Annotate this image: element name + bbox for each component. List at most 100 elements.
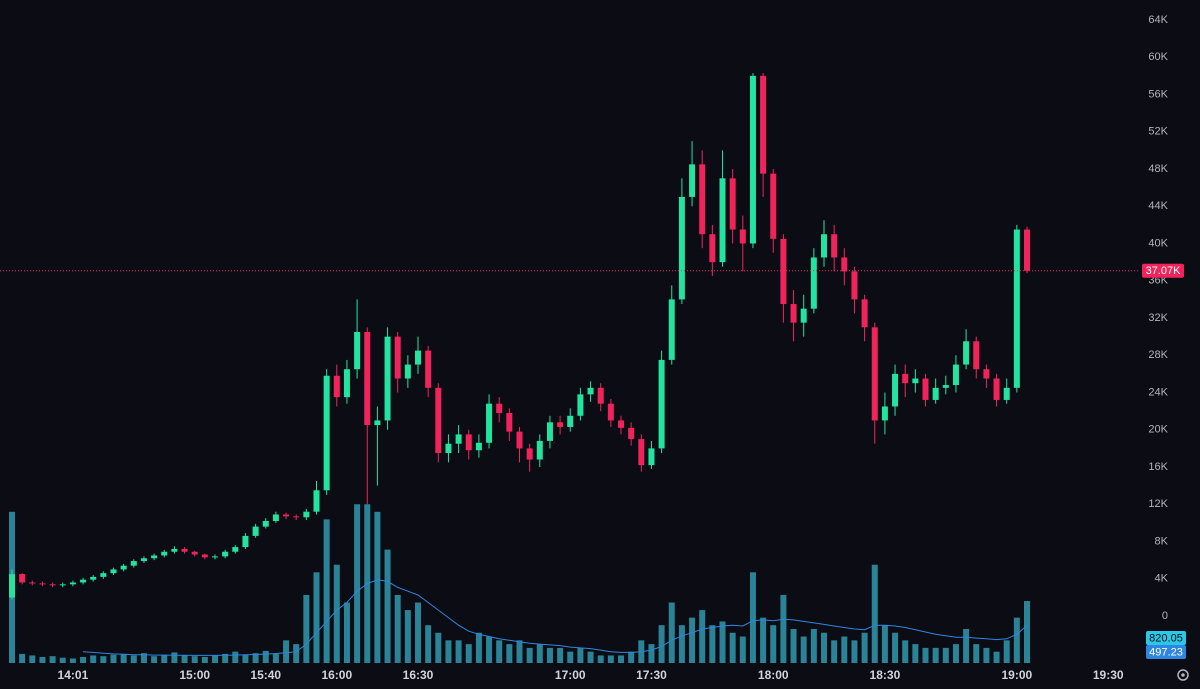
candle-body [435,387,442,454]
volume-bar [932,647,939,663]
volume-bar [293,644,300,663]
candle-body [932,387,939,400]
volume-bar [151,656,158,663]
candle-body [770,173,777,239]
volume-bar [262,650,269,663]
y-tick-label: 52K [1148,126,1168,138]
volume-bar [739,636,746,663]
y-tick-label: 64K [1148,14,1168,26]
candle-body [800,308,807,323]
volume-bar [821,632,827,663]
candle-body [354,331,361,370]
candle-body [364,331,371,426]
candle-body [963,341,970,365]
y-tick-label: 24K [1148,386,1168,398]
volume-bar [49,656,56,663]
volume-bar [861,632,868,663]
y-tick-label: 12K [1148,498,1168,510]
volume-bar [597,655,604,663]
candle-body [445,443,452,454]
volume-bar [475,632,482,663]
volume-bar [800,636,807,663]
volume-bar [618,655,624,663]
volume-bar [760,617,767,663]
candle-body [881,406,888,421]
candle-body [151,555,158,559]
candle-body [597,387,604,404]
x-tick-label: 17:30 [636,668,667,682]
candle-body [120,565,127,570]
candle-body [19,574,26,583]
volume-bar [496,640,503,663]
candle-body [638,439,645,466]
candle-body [689,164,696,197]
candle-body [394,336,401,379]
candle-body [952,364,959,386]
volume-bar [699,610,706,663]
last-price-badge [1142,263,1184,278]
volume-bar [39,656,46,663]
volume-bar [851,640,858,663]
candle-body [59,584,66,586]
volume-bar [810,628,817,663]
candle-body [749,75,756,244]
candle-body [841,257,848,272]
volume-bar [80,656,87,663]
x-tick-label: 15:40 [250,668,281,682]
y-tick-label: 28K [1148,349,1168,361]
candle-body [303,511,310,518]
candle-body [39,583,46,585]
volume-bar [19,653,26,663]
y-tick-label: 32K [1148,312,1168,324]
candle-body [49,584,56,586]
volume-bar [323,519,330,663]
volume-bar [790,628,797,663]
candle-body [587,387,594,395]
candle-body [871,327,878,421]
candle-body [922,378,929,400]
candle-body [333,375,340,398]
candle-body [140,558,147,562]
volume-bar [181,655,188,663]
volume-bar [577,647,584,663]
volume-bar [922,647,929,663]
volume-bar [425,625,432,663]
volume-bar [486,636,493,663]
volume-bar [171,652,178,663]
volume-bar [374,511,381,663]
y-tick-label: 8K [1155,535,1169,547]
candle-body [486,403,493,443]
volume-bar [587,651,594,663]
candle-body [658,359,665,449]
volume-bar [668,602,675,663]
volume-bar [1024,601,1030,663]
volume-bar [1003,640,1010,663]
candle-body [29,582,36,584]
volume-bar [161,654,168,663]
candle-body [780,238,787,305]
volume-bar [770,625,777,663]
volume-bar [59,657,66,663]
y-tick-label: 48K [1148,163,1168,175]
candle-body [1003,387,1010,400]
volume-bar [252,653,259,663]
candle-body [719,178,726,263]
candle-body [191,551,198,555]
volume-bar [749,572,756,663]
volume-bar [100,656,107,663]
candle-body [384,336,391,421]
volume-bar [902,640,909,663]
candle-body [709,234,716,263]
gear-center [1181,673,1185,677]
candle-body [323,375,330,491]
last-price-label: 37.07K [1146,265,1182,277]
candle-body [526,448,533,460]
settings-icon[interactable] [1177,669,1189,681]
volume-bar [841,636,848,663]
candle-body [699,164,706,235]
volume-bar [303,594,310,663]
volume-pane [9,504,1030,663]
volume-bar [973,644,980,663]
